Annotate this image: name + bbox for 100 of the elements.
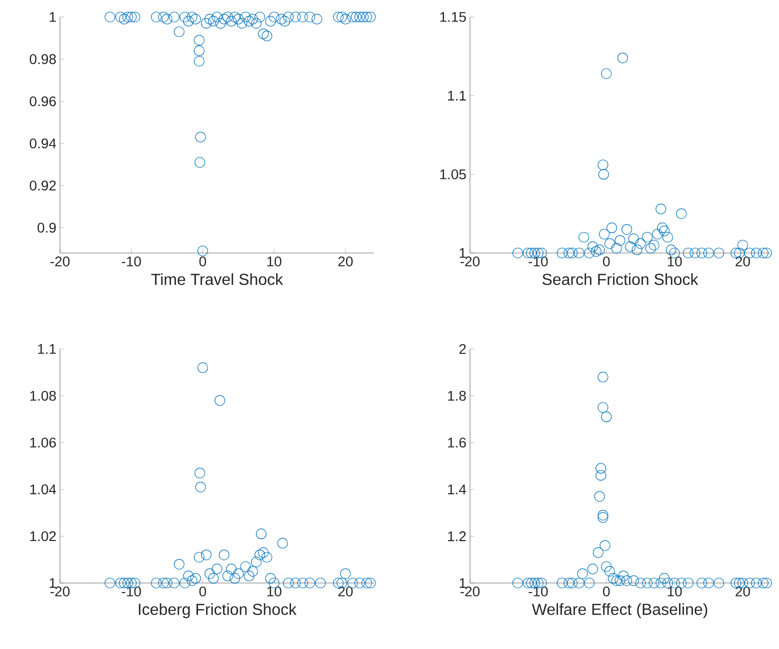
point bbox=[522, 248, 534, 258]
point bbox=[162, 14, 172, 24]
x-tick-label: 0 bbox=[603, 586, 610, 596]
x-tick-label: -20 bbox=[460, 256, 480, 266]
point bbox=[200, 18, 212, 29]
point bbox=[126, 12, 137, 22]
point bbox=[197, 246, 208, 256]
point bbox=[254, 12, 266, 22]
x-axis-title: Iceberg Friction Shock bbox=[138, 603, 297, 618]
point bbox=[622, 575, 632, 586]
point bbox=[218, 14, 230, 24]
point bbox=[587, 241, 598, 252]
point bbox=[304, 578, 316, 588]
point bbox=[333, 12, 344, 22]
point bbox=[656, 578, 666, 588]
x-tick-label: 20 bbox=[338, 256, 353, 266]
point bbox=[197, 362, 208, 374]
point bbox=[598, 512, 608, 523]
point bbox=[676, 208, 687, 219]
point bbox=[601, 561, 612, 572]
point bbox=[662, 578, 674, 588]
point bbox=[312, 14, 322, 24]
point bbox=[230, 573, 240, 584]
point bbox=[600, 540, 610, 551]
point bbox=[608, 573, 618, 584]
y-tick-label: 1.02 bbox=[30, 531, 56, 542]
point bbox=[208, 16, 219, 27]
point bbox=[212, 564, 222, 574]
point bbox=[194, 468, 206, 478]
point bbox=[190, 14, 201, 24]
point bbox=[598, 402, 608, 413]
point bbox=[315, 578, 326, 588]
y-tick-label: 1.8 bbox=[448, 390, 466, 401]
point bbox=[584, 248, 595, 258]
point bbox=[512, 578, 524, 588]
point bbox=[250, 18, 262, 29]
point bbox=[214, 395, 226, 406]
y-tick-label: 1.04 bbox=[30, 484, 56, 494]
point bbox=[730, 248, 742, 258]
point bbox=[744, 248, 755, 258]
point bbox=[564, 578, 574, 588]
point bbox=[696, 248, 708, 258]
x-tick-label: -10 bbox=[122, 586, 141, 596]
point bbox=[195, 482, 206, 492]
y-tick-label: 1.1 bbox=[448, 90, 466, 100]
point bbox=[276, 14, 287, 24]
point bbox=[761, 248, 772, 258]
point bbox=[186, 12, 198, 22]
point bbox=[290, 12, 301, 22]
point bbox=[611, 575, 622, 586]
point bbox=[598, 510, 608, 520]
point bbox=[258, 547, 269, 558]
x-tick-label: 10 bbox=[668, 586, 682, 596]
point bbox=[247, 566, 258, 577]
point bbox=[566, 248, 578, 258]
point bbox=[592, 547, 604, 558]
x-tick-label: -10 bbox=[528, 586, 548, 596]
point bbox=[283, 578, 294, 588]
point bbox=[656, 222, 668, 234]
point bbox=[194, 45, 204, 56]
point bbox=[617, 52, 628, 64]
point bbox=[690, 248, 700, 258]
point bbox=[194, 157, 206, 168]
point bbox=[200, 550, 212, 560]
point bbox=[215, 18, 226, 29]
x-tick-label: -20 bbox=[50, 256, 70, 266]
y-tick-label: 1 bbox=[50, 578, 56, 588]
point bbox=[737, 240, 748, 250]
point bbox=[601, 412, 612, 422]
x-axis-title: Time Travel Shock bbox=[151, 273, 284, 286]
point bbox=[115, 578, 126, 588]
point bbox=[168, 578, 180, 588]
y-tick-label: 1.1 bbox=[38, 344, 56, 354]
point bbox=[174, 558, 184, 570]
y-tick-label: 0.98 bbox=[30, 54, 56, 64]
point bbox=[598, 160, 608, 170]
point bbox=[277, 538, 288, 549]
point bbox=[183, 570, 194, 582]
point bbox=[614, 575, 626, 586]
point bbox=[556, 248, 568, 258]
x-tick-label: 10 bbox=[267, 256, 282, 266]
point bbox=[104, 12, 116, 22]
point bbox=[578, 232, 590, 243]
point bbox=[751, 248, 762, 258]
point bbox=[604, 566, 616, 577]
point bbox=[233, 14, 244, 24]
point bbox=[598, 169, 609, 180]
y-tick-label: 0.94 bbox=[30, 138, 56, 148]
point bbox=[624, 241, 636, 252]
point bbox=[194, 552, 204, 563]
point bbox=[151, 12, 162, 22]
point bbox=[758, 248, 768, 258]
point bbox=[226, 564, 237, 574]
x-tick-label: -10 bbox=[122, 256, 141, 266]
point bbox=[336, 12, 348, 22]
point bbox=[682, 248, 694, 258]
point bbox=[574, 248, 584, 258]
point bbox=[222, 12, 234, 22]
point bbox=[614, 235, 626, 246]
point bbox=[761, 578, 772, 588]
